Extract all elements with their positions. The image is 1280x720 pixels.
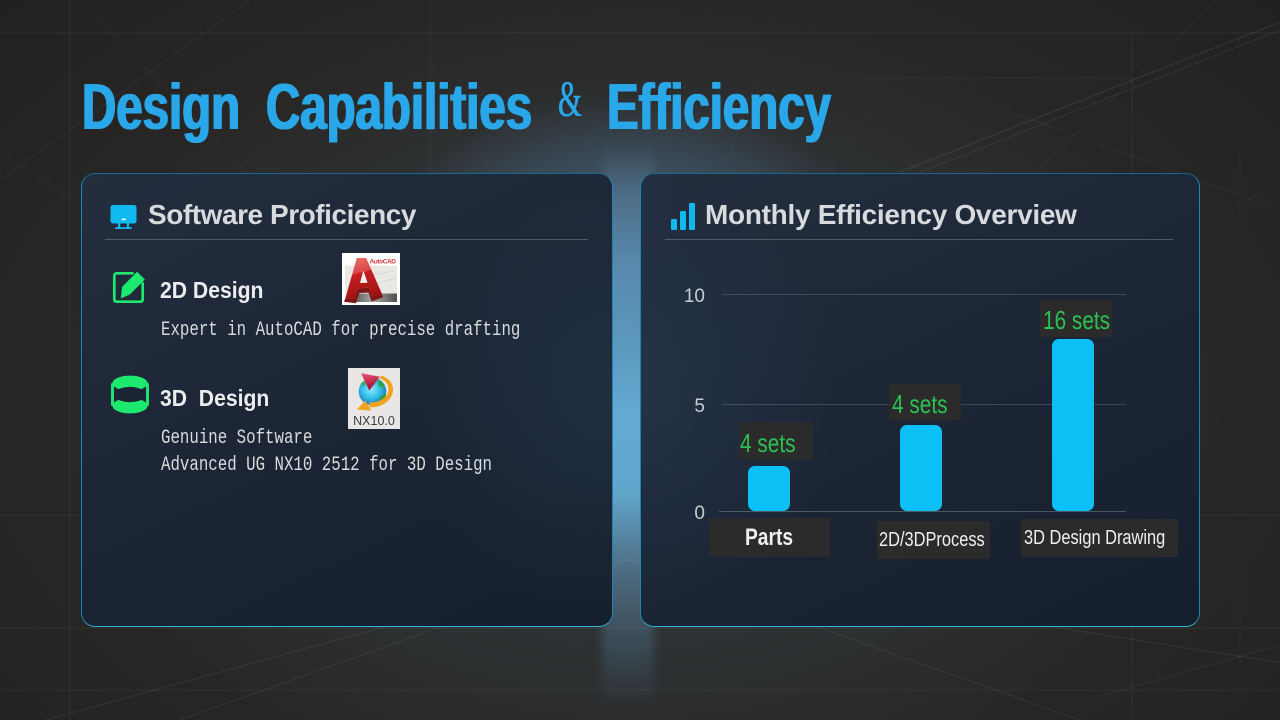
svg-text:AutoCAD: AutoCAD (370, 259, 397, 266)
svg-text:NX10.0: NX10.0 (353, 414, 395, 428)
